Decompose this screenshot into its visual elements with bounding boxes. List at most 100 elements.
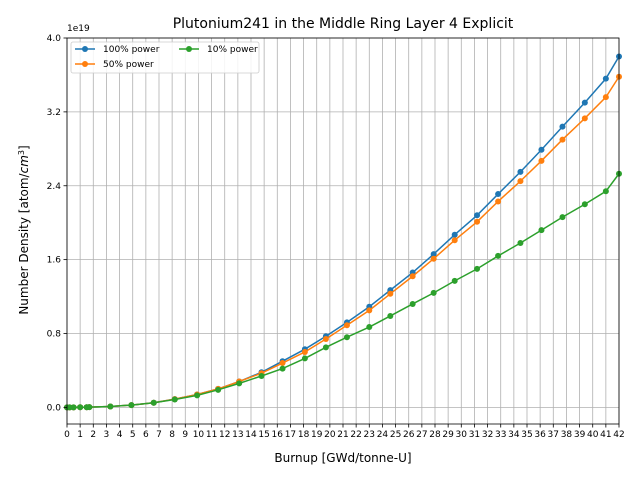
y-axis-label: Number Density [atom/cm3]: [17, 145, 32, 314]
x-tick-label: 35: [521, 430, 532, 440]
data-point: [430, 289, 437, 296]
x-tick-label: 28: [429, 430, 441, 440]
data-point: [559, 214, 566, 221]
y-axis-label-prefix: Number Density [atom/: [17, 172, 31, 314]
x-tick-label: 33: [495, 430, 506, 440]
chart-title: Plutonium241 in the Middle Ring Layer 4 …: [173, 16, 514, 32]
y-tick-label: 3.2: [47, 108, 61, 118]
x-tick-label: 25: [390, 430, 401, 440]
data-point: [517, 178, 524, 185]
data-point: [107, 403, 114, 410]
x-tick-label: 38: [561, 430, 573, 440]
x-tick-label: 27: [416, 430, 427, 440]
data-point: [409, 273, 416, 280]
x-tick-label: 4: [117, 430, 123, 440]
data-point: [538, 227, 545, 234]
x-tick-label: 26: [403, 430, 415, 440]
data-point: [322, 344, 329, 351]
x-tick-label: 0: [64, 430, 70, 440]
x-tick-label: 6: [143, 430, 149, 440]
x-tick-label: 17: [285, 430, 296, 440]
y-tick-label: 1.6: [47, 256, 62, 266]
x-tick-label: 36: [534, 430, 546, 440]
data-point: [258, 372, 265, 379]
data-point: [474, 265, 481, 272]
data-point: [538, 146, 545, 153]
data-point: [70, 404, 77, 411]
data-point: [343, 334, 350, 341]
x-tick-label: 14: [245, 430, 257, 440]
legend-item: 50% power: [75, 60, 154, 70]
x-tick-label: 22: [350, 430, 361, 440]
y-axis-label-exponent: 3: [17, 150, 26, 155]
data-point: [279, 360, 286, 367]
x-tick-label: 21: [337, 430, 348, 440]
legend-marker: [82, 61, 88, 67]
data-point: [451, 231, 458, 238]
x-tick-label: 41: [600, 430, 611, 440]
data-point: [451, 277, 458, 284]
x-tick-label: 32: [482, 430, 493, 440]
data-point: [559, 123, 566, 130]
x-tick-label: 13: [232, 430, 243, 440]
x-tick-label: 39: [574, 430, 586, 440]
data-point: [77, 404, 84, 411]
x-tick-label: 10: [193, 430, 205, 440]
data-point: [387, 290, 394, 297]
x-tick-label: 30: [456, 430, 468, 440]
legend: 100% power 50% power 10% power: [70, 41, 260, 74]
y-tick-label: 2.4: [47, 182, 62, 192]
data-point: [236, 380, 243, 387]
data-point: [171, 396, 178, 403]
data-point: [322, 336, 329, 343]
legend-item: 10% power: [179, 45, 258, 55]
x-axis: 0 1 2 3 4 5 6 7 8 9 10 11 12 13 14 15 16 17 18 19 20 21 22 23 24…: [64, 424, 625, 440]
x-tick-label: 40: [587, 430, 599, 440]
data-point: [301, 348, 308, 355]
x-tick-label: 34: [508, 430, 520, 440]
data-point: [581, 115, 588, 122]
x-tick-label: 5: [130, 430, 136, 440]
x-tick-label: 19: [311, 430, 323, 440]
data-point: [495, 198, 502, 205]
data-point: [387, 312, 394, 319]
plot-area: [64, 37, 622, 425]
x-tick-label: 24: [377, 430, 389, 440]
x-tick-label: 31: [469, 430, 480, 440]
y-axis-label-unit: cm: [17, 155, 31, 173]
data-point: [215, 386, 222, 393]
data-point: [538, 157, 545, 164]
data-point: [430, 255, 437, 262]
x-axis-label: Burnup [GWd/tonne-U]: [274, 451, 411, 465]
data-point: [581, 99, 588, 106]
data-point: [409, 300, 416, 307]
data-point: [86, 404, 93, 411]
x-tick-label: 1: [77, 430, 83, 440]
data-point: [366, 324, 373, 331]
data-point: [559, 136, 566, 143]
y-axis: 0.0 0.8 1.6 2.4 3.2 4.0: [47, 34, 67, 413]
y-tick-label: 4.0: [47, 34, 62, 44]
legend-label: 50% power: [103, 60, 154, 70]
legend-marker: [82, 46, 88, 52]
series-layer: [64, 53, 622, 411]
data-point: [128, 402, 135, 409]
x-tick-label: 7: [156, 430, 162, 440]
data-point: [474, 212, 481, 219]
data-point: [517, 240, 524, 247]
x-tick-label: 16: [272, 430, 284, 440]
data-point: [343, 322, 350, 329]
data-point: [301, 355, 308, 362]
data-point: [451, 237, 458, 244]
y-axis-label-suffix: ]: [17, 145, 31, 150]
data-point: [602, 75, 609, 82]
data-point: [279, 365, 286, 372]
x-tick-label: 42: [613, 430, 624, 440]
legend-label: 10% power: [207, 45, 258, 55]
x-tick-label: 2: [90, 430, 96, 440]
data-point: [517, 168, 524, 175]
data-point: [366, 307, 373, 314]
x-tick-label: 29: [442, 430, 454, 440]
legend-marker: [186, 46, 192, 52]
